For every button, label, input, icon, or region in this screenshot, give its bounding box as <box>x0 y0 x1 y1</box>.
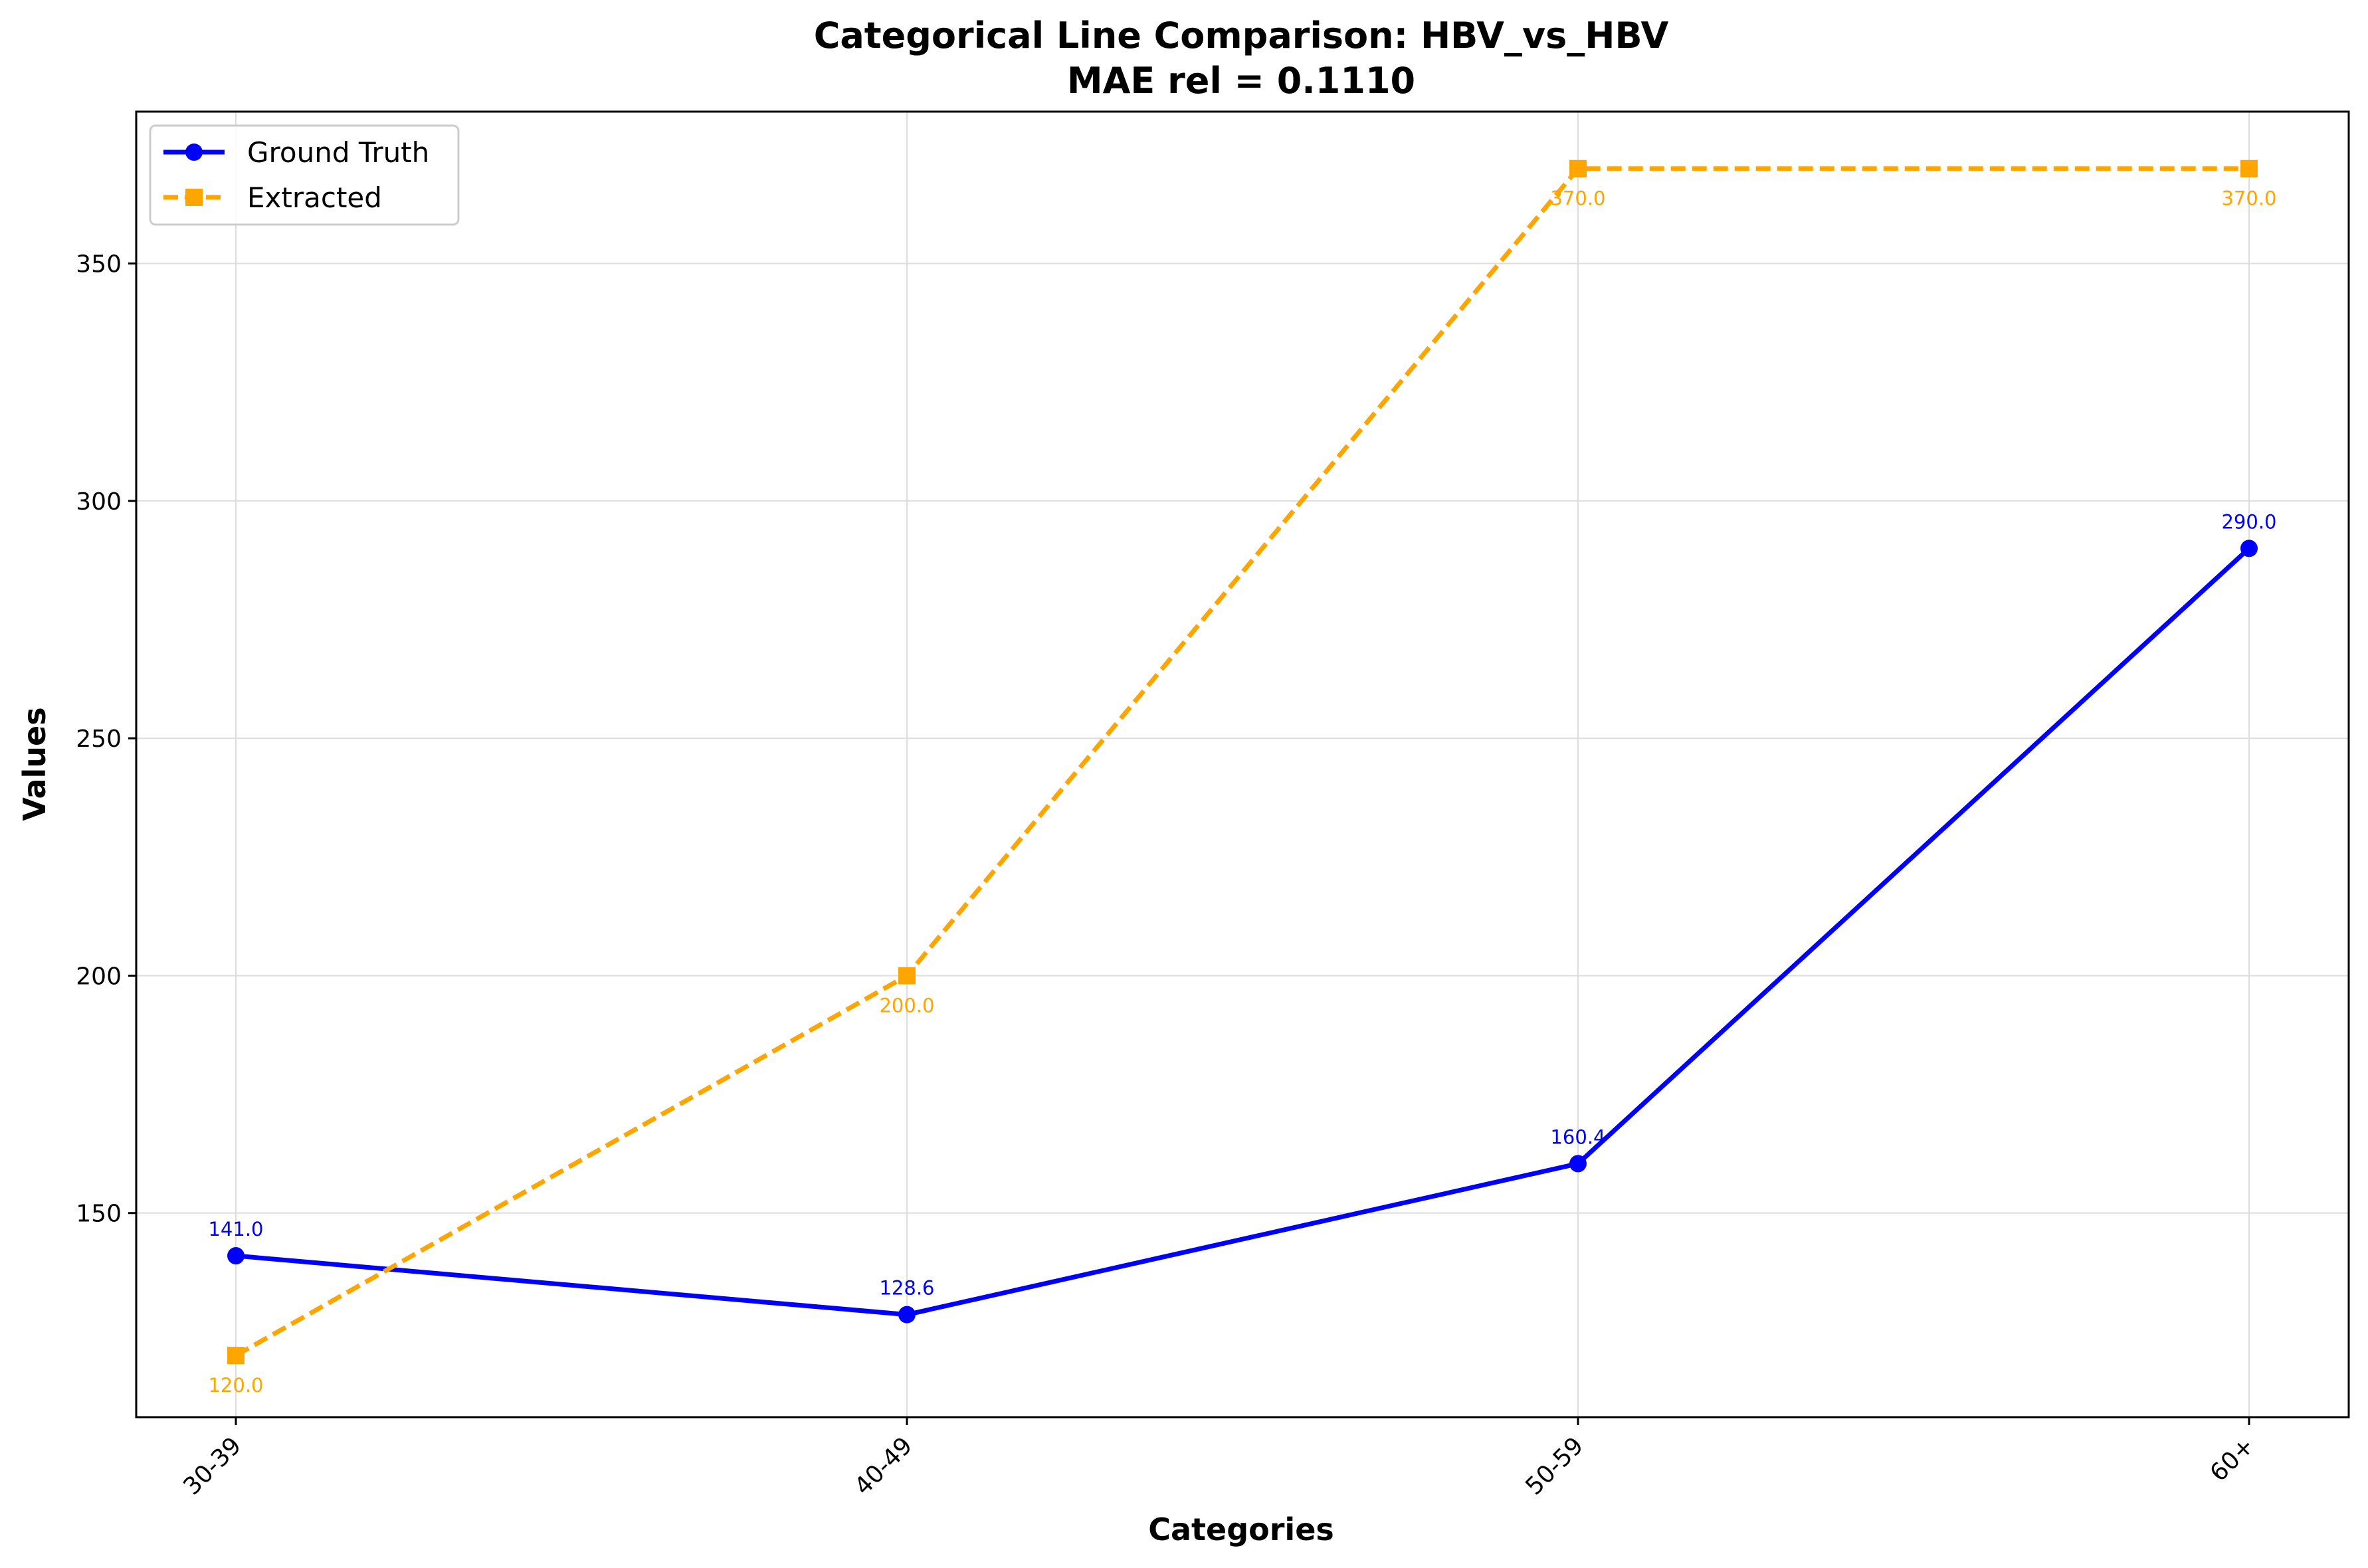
legend-label-ground-truth: Ground Truth <box>247 136 429 169</box>
legend: Ground Truth Extracted <box>149 124 460 226</box>
series-layer <box>227 159 2258 1365</box>
chart-subtitle: MAE rel = 0.1110 <box>1067 60 1415 102</box>
y-axis-ticks: 150 200 250 300 350 <box>76 251 136 1228</box>
ground-truth-point <box>898 1306 916 1323</box>
y-tick-label: 300 <box>76 488 122 516</box>
extracted-data-label: 120.0 <box>208 1374 263 1397</box>
ground-truth-data-label: 160.4 <box>1550 1126 1605 1148</box>
y-tick-label: 350 <box>76 251 122 278</box>
y-tick-label: 250 <box>76 726 122 753</box>
extracted-series-line <box>235 166 2249 1358</box>
ground-truth-point <box>227 1247 245 1265</box>
data-labels: 141.0 128.6 160.4 290.0 120.0 200.0 370.0 370.0 <box>208 187 2276 1397</box>
y-tick-label: 200 <box>76 963 122 990</box>
x-axis-label: Categories <box>1148 1512 1334 1547</box>
legend-marker-ground-truth <box>185 144 203 161</box>
ground-truth-point <box>2240 539 2258 557</box>
chart-title: Categorical Line Comparison: HBV_vs_HBV <box>814 15 1669 56</box>
extracted-data-label: 200.0 <box>879 994 934 1017</box>
extracted-data-label: 370.0 <box>1550 187 1605 210</box>
x-axis-ticks: 30-39 40-49 50-59 60+ <box>178 1417 2260 1500</box>
ground-truth-series-line <box>235 546 2251 1318</box>
extracted-point <box>1569 159 1587 177</box>
ground-truth-data-label: 141.0 <box>208 1218 263 1240</box>
extracted-point <box>2240 159 2258 177</box>
x-tick-label: 50-59 <box>1520 1432 1589 1500</box>
x-tick-label: 60+ <box>2205 1432 2260 1487</box>
x-tick-label: 40-49 <box>849 1432 918 1500</box>
y-axis-label: Values <box>17 707 52 821</box>
ground-truth-point <box>1569 1155 1587 1173</box>
grid <box>136 112 2349 1417</box>
x-tick-label: 30-39 <box>178 1432 247 1500</box>
y-tick-label: 150 <box>76 1201 122 1228</box>
ground-truth-data-label: 290.0 <box>2221 510 2276 533</box>
legend-label-extracted: Extracted <box>247 181 382 214</box>
legend-box <box>149 124 460 226</box>
legend-marker-extracted <box>185 189 203 206</box>
ground-truth-data-label: 128.6 <box>879 1277 934 1300</box>
extracted-point <box>898 967 916 985</box>
plot-area-frame <box>135 110 2350 1419</box>
extracted-point <box>227 1347 245 1365</box>
extracted-data-label: 370.0 <box>2221 187 2276 210</box>
